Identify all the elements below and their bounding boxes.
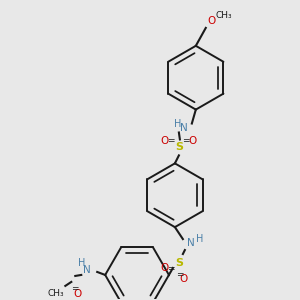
Text: S: S: [175, 142, 183, 152]
Text: =: =: [167, 136, 175, 145]
Text: CH₃: CH₃: [216, 11, 232, 20]
Text: O: O: [161, 263, 169, 273]
Text: H: H: [174, 118, 182, 128]
Text: O: O: [180, 274, 188, 284]
Text: =: =: [167, 265, 175, 274]
Text: O: O: [208, 16, 216, 26]
Text: S: S: [175, 258, 183, 268]
Text: N: N: [180, 122, 188, 133]
Text: =: =: [176, 270, 184, 279]
Text: H: H: [78, 258, 85, 268]
Text: =: =: [182, 136, 190, 145]
Text: N: N: [187, 238, 195, 248]
Text: N: N: [83, 265, 91, 275]
Text: CH₃: CH₃: [47, 290, 64, 298]
Text: H: H: [196, 234, 203, 244]
Text: =: =: [71, 284, 79, 293]
Text: O: O: [189, 136, 197, 146]
Text: O: O: [73, 289, 81, 299]
Text: O: O: [161, 136, 169, 146]
